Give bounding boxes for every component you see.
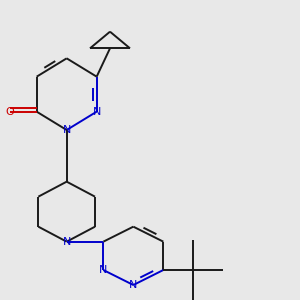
Text: N: N [62, 125, 71, 135]
Text: O: O [6, 107, 14, 117]
Text: N: N [129, 280, 137, 290]
Text: N: N [92, 107, 101, 117]
Text: N: N [62, 237, 71, 247]
Text: N: N [99, 265, 107, 275]
